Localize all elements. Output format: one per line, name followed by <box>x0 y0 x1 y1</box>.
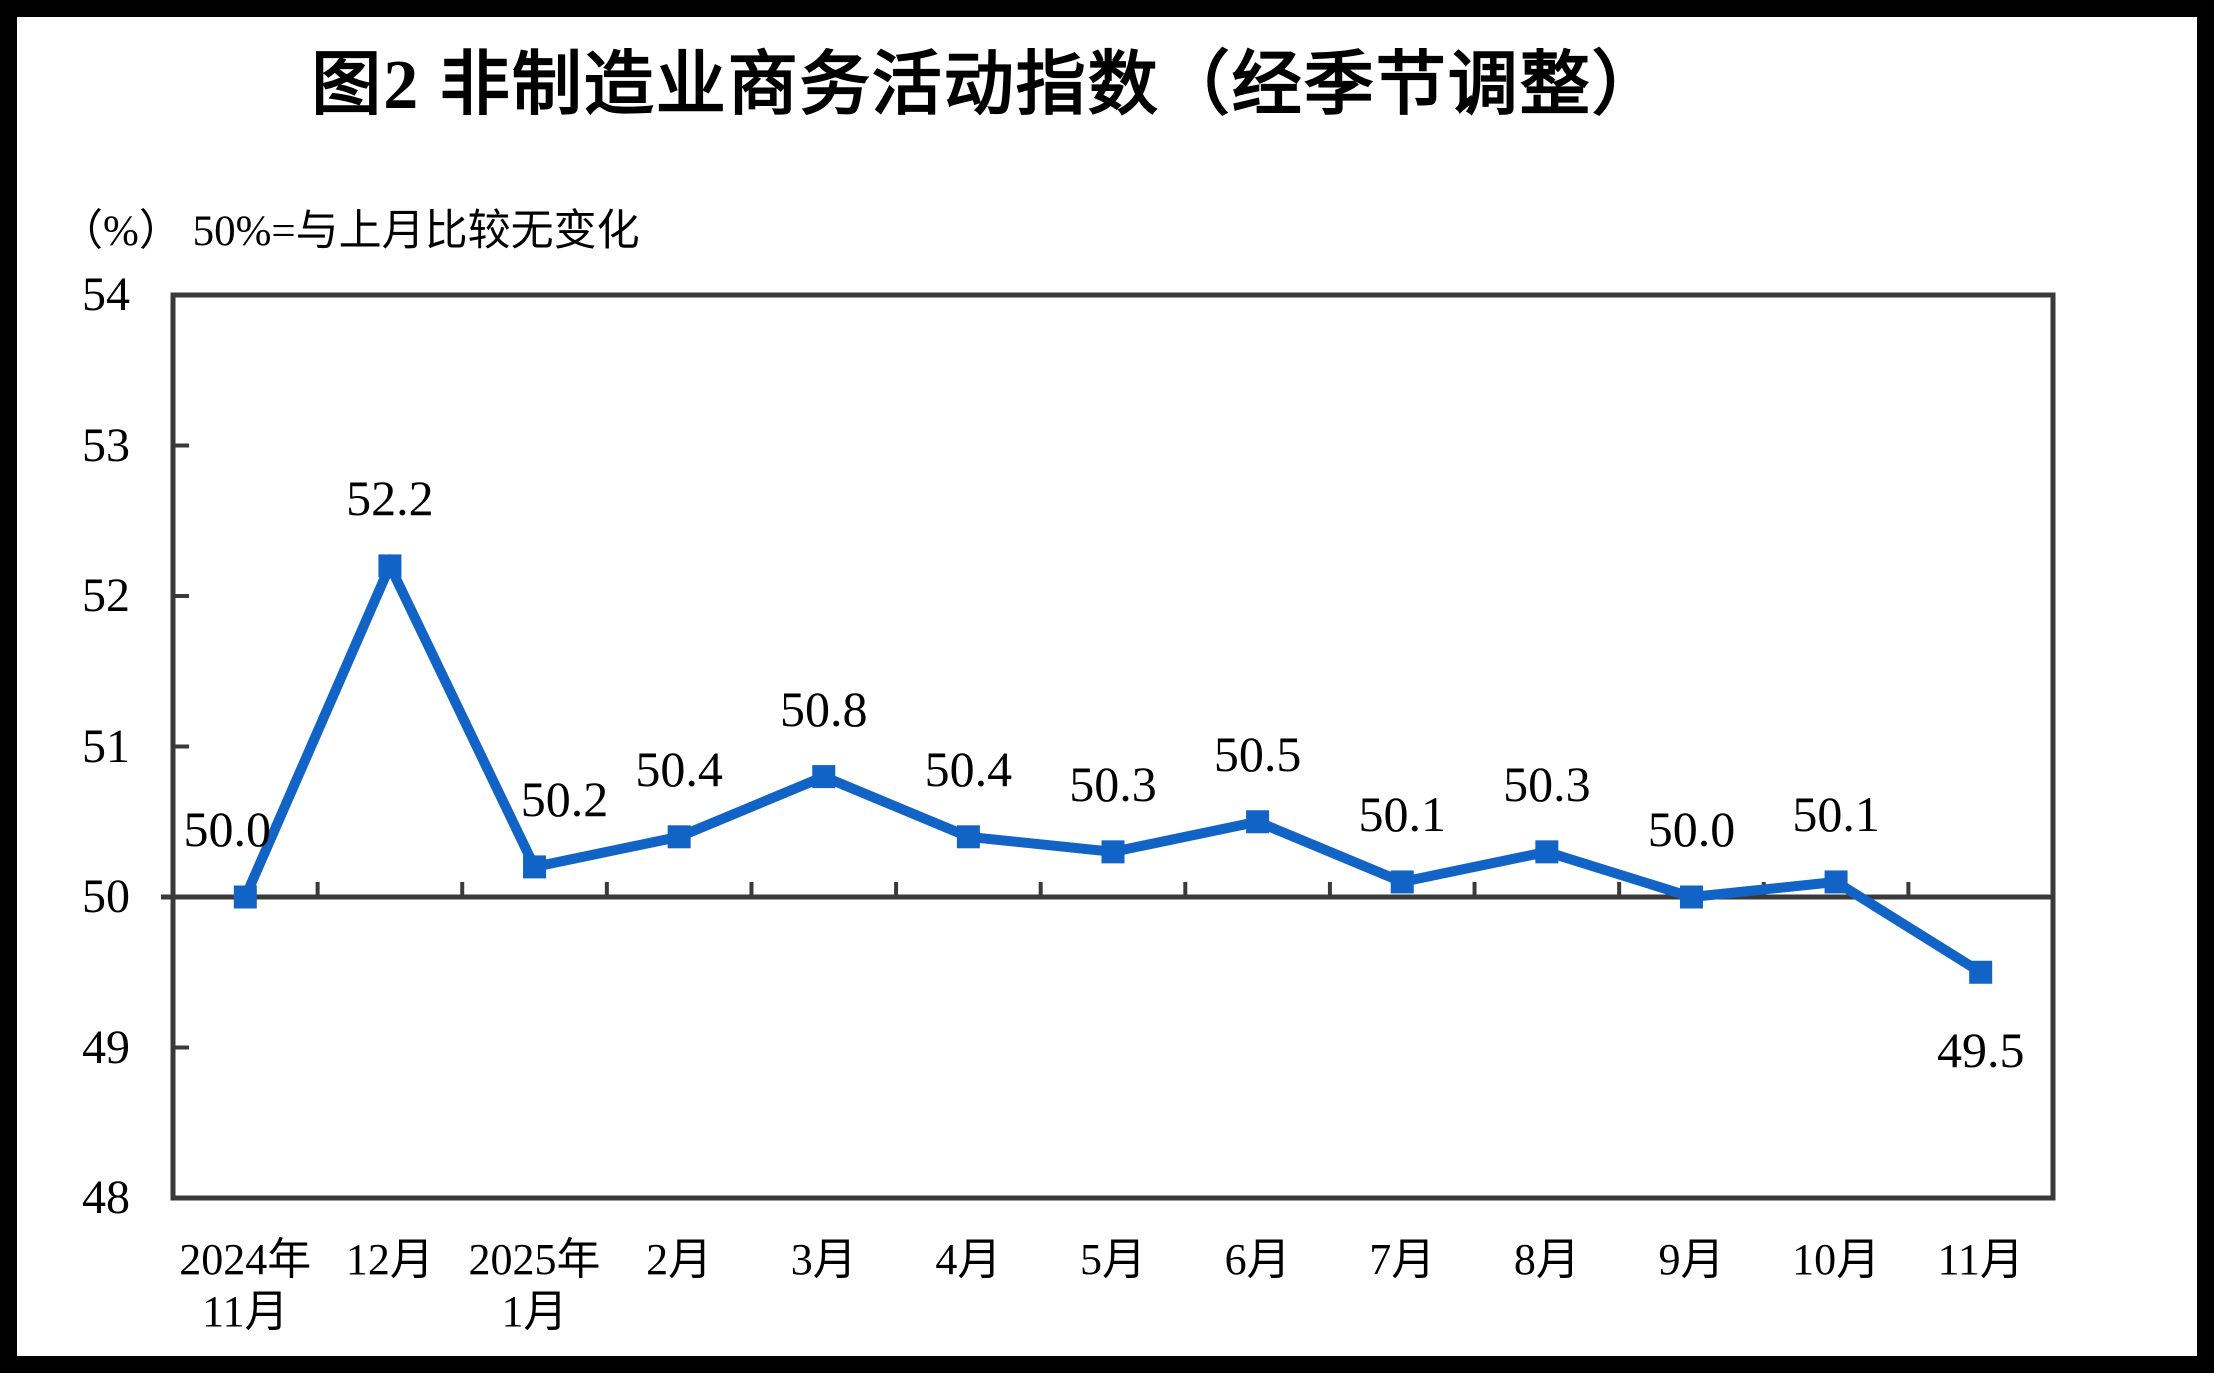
x-axis-label: 9月 <box>1658 1235 1725 1284</box>
data-point-marker <box>667 825 691 849</box>
data-point-marker <box>1824 870 1848 894</box>
x-axis-label: 2月 <box>646 1235 713 1284</box>
data-point-label: 50.1 <box>1792 785 1880 842</box>
data-point-label: 50.8 <box>780 680 868 737</box>
y-axis-label: 54 <box>82 268 130 321</box>
y-axis-label: 52 <box>82 569 130 622</box>
x-axis-label: 6月 <box>1224 1235 1291 1284</box>
data-point-marker <box>956 825 980 849</box>
data-point-marker <box>378 554 402 578</box>
data-point-marker <box>1246 810 1270 834</box>
data-point-label: 50.0 <box>1647 801 1736 857</box>
y-axis-label: 50 <box>82 870 130 923</box>
x-axis-label: 2024年 11月 <box>179 1235 312 1336</box>
data-point-label: 50.3 <box>1069 755 1157 812</box>
x-axis-label: 10月 <box>1792 1235 1881 1284</box>
data-point-marker <box>812 765 836 789</box>
data-point-marker <box>523 855 547 879</box>
data-point-label: 49.5 <box>1936 1022 2025 1079</box>
data-point-label: 52.2 <box>346 469 434 526</box>
data-point-marker <box>1969 960 1993 984</box>
data-point-marker <box>1101 840 1125 864</box>
plot-border <box>170 292 2056 1201</box>
data-point-label: 50.5 <box>1213 725 1302 782</box>
data-point-label: 50.4 <box>924 740 1013 797</box>
y-axis-label: 48 <box>82 1171 130 1224</box>
axes-group <box>161 292 2056 1201</box>
x-axis-label: 4月 <box>935 1235 1002 1284</box>
data-point-marker <box>1535 840 1559 864</box>
data-point-label: 50.0 <box>183 801 272 857</box>
data-point-label: 50.1 <box>1358 785 1446 842</box>
data-point-label: 50.3 <box>1503 755 1591 812</box>
data-point-marker <box>1390 870 1414 894</box>
x-axis-label: 11月 <box>1937 1235 2024 1284</box>
x-axis-label: 7月 <box>1369 1235 1436 1284</box>
unit-note: （%） 50%=与上月比较无变化 <box>60 208 640 255</box>
chart-title: 图2 非制造业商务活动指数（经季节调整） <box>311 47 1664 124</box>
y-axis-label: 49 <box>82 1020 130 1074</box>
x-axis-label: 8月 <box>1513 1235 1580 1284</box>
y-axis-label: 51 <box>82 719 130 773</box>
y-axis-label: 53 <box>82 418 130 472</box>
x-axis-label: 12月 <box>345 1235 434 1284</box>
x-axis-label: 2025年 1月 <box>468 1235 601 1336</box>
series-group <box>233 553 1993 984</box>
data-point-marker <box>1679 885 1703 909</box>
x-axis-label: 5月 <box>1080 1235 1146 1284</box>
data-point-label: 50.2 <box>520 770 609 827</box>
data-point-marker <box>233 885 257 909</box>
data-point-label: 50.4 <box>635 740 723 797</box>
x-axis-label: 3月 <box>790 1235 857 1284</box>
